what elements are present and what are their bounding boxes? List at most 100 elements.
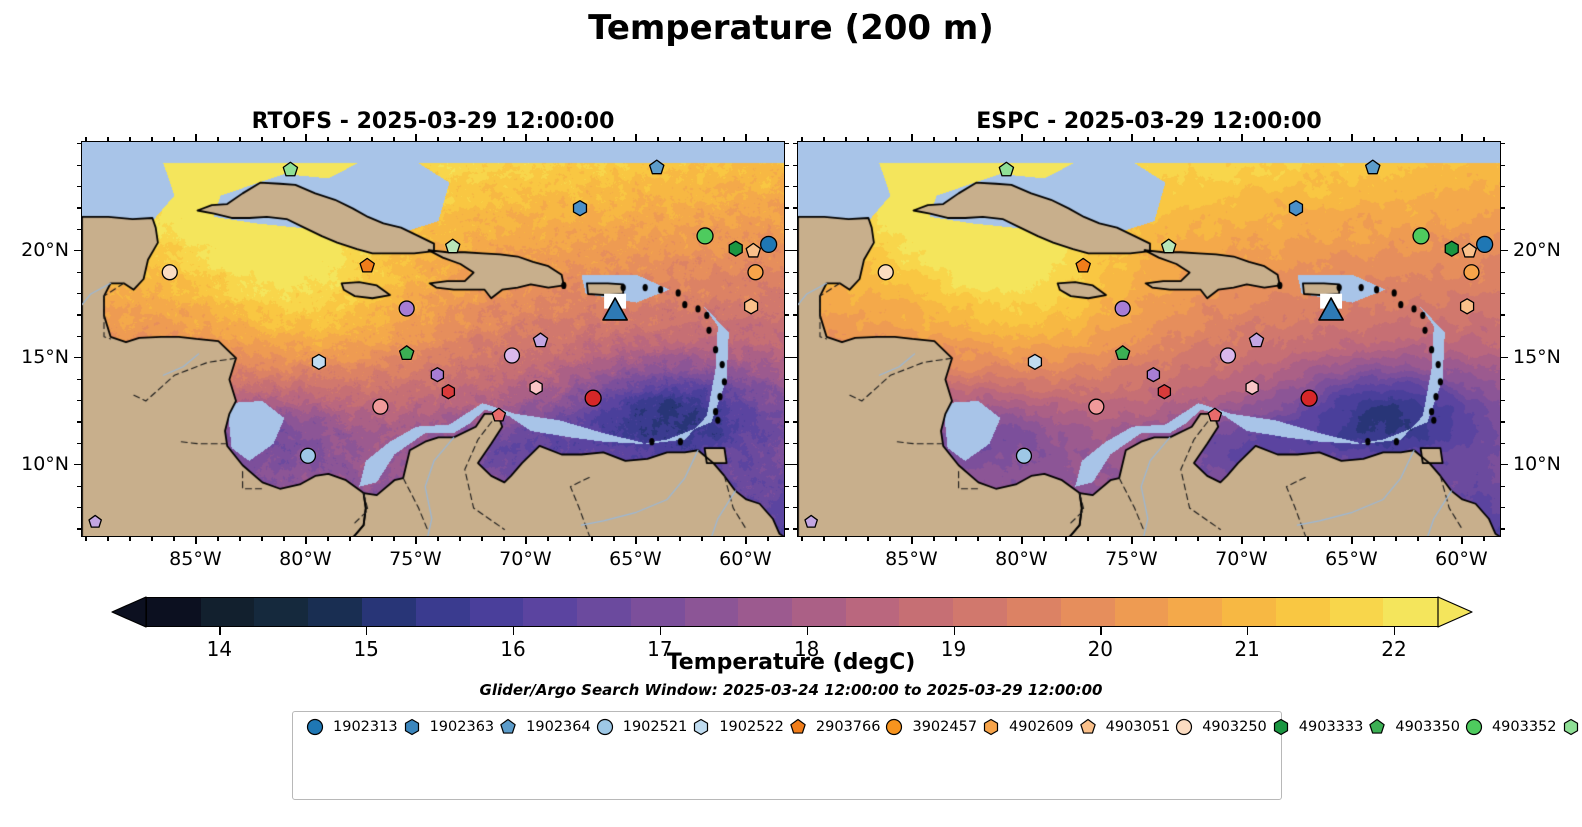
xtick-minor: [1439, 537, 1441, 541]
xtick-label: 75°W: [1105, 548, 1158, 570]
legend-label: 4903051: [1105, 718, 1171, 735]
xtick-major-top: [1131, 134, 1133, 141]
legend-marker-hexagon: [981, 717, 1001, 737]
legend-entry[interactable]: 4903352: [1460, 716, 1557, 737]
map-marker-float: [1075, 257, 1091, 273]
xtick-minor-top: [977, 137, 979, 141]
xtick-minor: [173, 537, 175, 541]
xtick-minor-top: [657, 137, 659, 141]
legend-entry[interactable]: 1902313: [301, 716, 398, 737]
legend-entry[interactable]: 1902364: [494, 716, 591, 737]
xtick-minor: [371, 537, 373, 541]
colorbar-tick-label: 21: [1234, 637, 1260, 661]
legend-entry[interactable]: 4903051: [1074, 716, 1171, 737]
ytick-label: 10°N: [1513, 453, 1561, 476]
ytick-label: 15°N: [21, 346, 69, 369]
map-marker-glider: [602, 293, 628, 321]
colorbar-segment: [899, 598, 954, 626]
map-marker-float: [1114, 300, 1131, 317]
ytick-minor: [793, 378, 797, 380]
ytick-minor-right: [785, 186, 789, 188]
ytick-minor-right: [1501, 207, 1505, 209]
xtick-minor-top: [283, 137, 285, 141]
xtick-major: [305, 537, 307, 544]
xtick-minor: [547, 537, 549, 541]
ytick-minor-right: [1501, 507, 1505, 509]
ytick-minor: [793, 207, 797, 209]
ytick-minor-right: [785, 335, 789, 338]
xtick-minor-top: [393, 137, 395, 141]
colorbar-segment: [684, 598, 739, 626]
ytick-minor-right: [1501, 186, 1505, 188]
legend-entry[interactable]: 2903766: [784, 716, 880, 737]
legend-label: 4903352: [1491, 718, 1557, 735]
xtick-major: [635, 537, 637, 544]
ytick-minor-right: [1501, 293, 1505, 295]
map-marker-float: [1463, 264, 1480, 281]
xtick-minor: [1417, 537, 1419, 541]
legend-marker-pentagon: [788, 717, 808, 737]
xtick-minor-top: [1483, 137, 1485, 141]
legend-entry[interactable]: 3902457: [880, 716, 977, 737]
xtick-major-top: [1021, 134, 1023, 141]
map-marker-float: [503, 347, 521, 364]
colorbar-gradient: [146, 597, 1438, 627]
map-canvas-rtofs[interactable]: [82, 142, 784, 536]
colorbar[interactable]: 14 15 16 17 18 19 20 21 22: [111, 596, 1473, 661]
legend-entry[interactable]: 4903333: [1267, 716, 1363, 737]
xtick-minor: [151, 537, 153, 541]
legend-label: 1902364: [526, 718, 591, 735]
xtick-minor-top: [1109, 137, 1111, 141]
xtick-major: [525, 537, 527, 544]
ytick-minor: [77, 421, 81, 423]
ytick-minor: [793, 314, 797, 316]
legend-entry[interactable]: 1902522: [687, 716, 784, 737]
panel-title-rtofs: RTOFS - 2025-03-29 12:00:00: [251, 109, 615, 134]
legend-entry[interactable]: 1902521: [591, 716, 687, 737]
legend-entry[interactable]: 4903354: [1557, 716, 1582, 737]
xtick-major: [1131, 537, 1133, 544]
legend-marker-hexagon: [1561, 717, 1581, 737]
ytick-minor-right: [785, 421, 789, 423]
colorbar-segment: [415, 598, 471, 626]
panel-title-espc: ESPC - 2025-03-29 12:00:00: [976, 109, 1322, 134]
map-marker-float: [1219, 347, 1237, 364]
legend-entry[interactable]: 4903350: [1363, 716, 1460, 737]
map-frame-rtofs[interactable]: [81, 141, 785, 537]
xtick-minor-top: [613, 137, 615, 141]
colorbar-segment: [147, 598, 202, 626]
xtick-label: 80°W: [995, 548, 1048, 570]
xtick-minor: [867, 537, 869, 541]
colorbar-extend-min: [111, 596, 147, 628]
map-marker-float: [1476, 235, 1494, 254]
legend-entry[interactable]: 4902609: [977, 716, 1074, 737]
colorbar-tick: [1394, 627, 1396, 635]
colorbar-segment: [254, 598, 309, 626]
map-marker-float: [696, 227, 714, 245]
xtick-minor-top: [107, 137, 109, 141]
legend-marker-circle: [884, 717, 904, 737]
ytick-minor: [793, 143, 797, 145]
legend[interactable]: 1902313 1902363 1902364 1902521 1902522 29037…: [292, 711, 1578, 800]
xtick-minor: [261, 537, 263, 541]
xtick-minor: [1483, 537, 1485, 541]
ytick-minor: [77, 378, 81, 380]
ytick-minor-right: [1501, 400, 1505, 402]
colorbar-segment: [576, 598, 632, 626]
xtick-major-top: [1351, 134, 1353, 141]
colorbar-segment: [362, 598, 417, 626]
legend-entry[interactable]: 1902363: [398, 716, 494, 737]
xtick-minor-top: [1219, 137, 1221, 141]
xtick-minor: [955, 537, 957, 541]
map-marker-float: [299, 447, 317, 464]
xtick-minor-top: [1285, 137, 1287, 141]
ytick-minor-right: [785, 400, 789, 402]
map-frame-espc[interactable]: [797, 141, 1501, 537]
map-marker-float: [1412, 227, 1430, 245]
xtick-minor: [933, 537, 935, 541]
map-canvas-espc[interactable]: [798, 142, 1500, 536]
legend-entry[interactable]: 4903250: [1170, 716, 1267, 737]
xtick-minor-top: [1439, 137, 1441, 141]
map-marker-float: [1461, 242, 1478, 258]
map-marker-float: [1444, 240, 1459, 257]
